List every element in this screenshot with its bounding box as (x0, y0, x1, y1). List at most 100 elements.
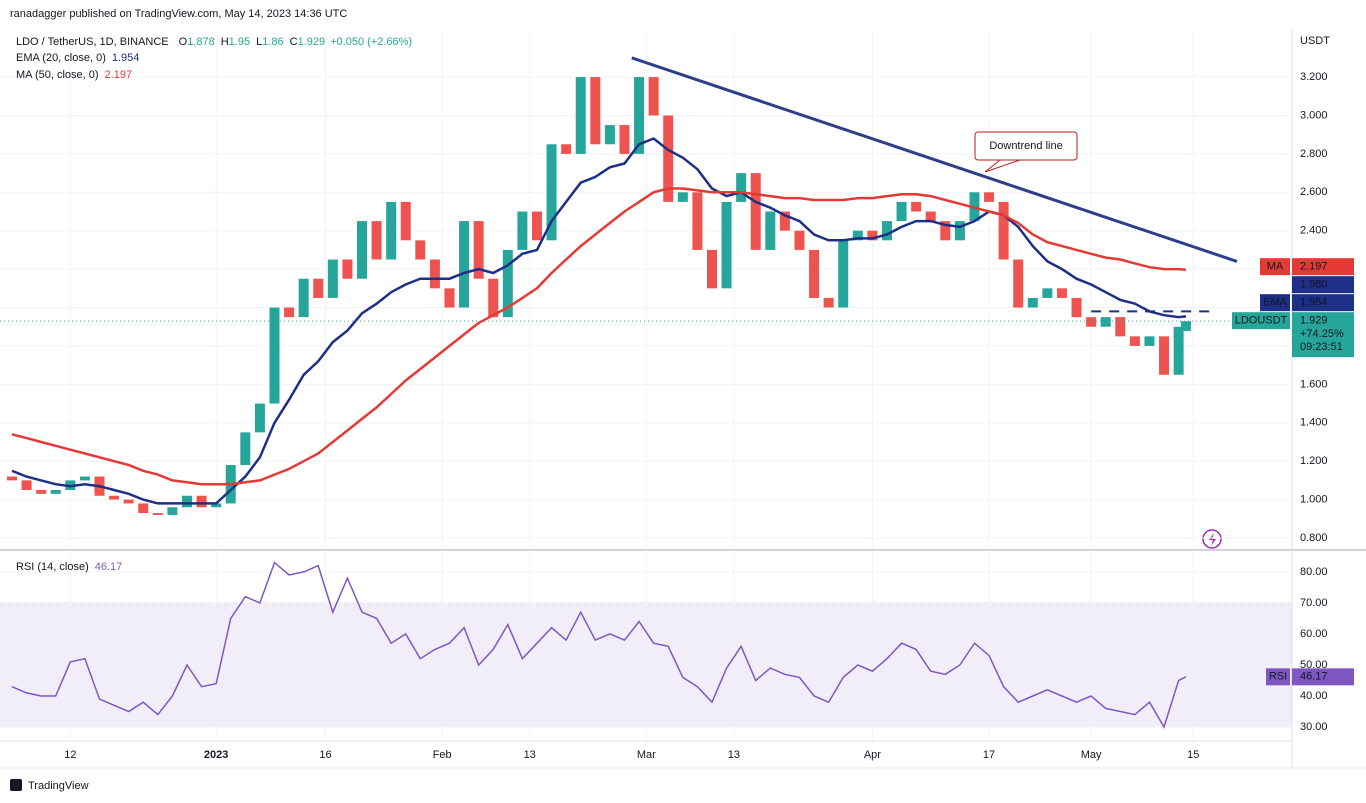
candle (386, 201, 397, 260)
annotation-box (974, 131, 1078, 161)
candle (196, 495, 207, 508)
alert-icon[interactable] (1202, 529, 1222, 549)
axis-label: 1.954 (1300, 297, 1328, 309)
y-tick-label: 2.400 (1300, 225, 1328, 237)
axis-tag-bg (1260, 294, 1290, 312)
candle (1100, 317, 1111, 327)
candle (371, 221, 382, 260)
indicator-legend: MA (50, close, 0) 2.197 (16, 69, 132, 81)
candle (881, 221, 892, 241)
candle (779, 211, 790, 231)
x-tick-label: 15 (1187, 749, 1199, 761)
symbol-title: LDO / TetherUS, 1D, BINANCE (16, 36, 169, 48)
candle (896, 201, 907, 222)
candle (1159, 336, 1170, 375)
candle (109, 495, 120, 500)
candle (356, 221, 367, 279)
candle (517, 211, 528, 250)
candle (706, 249, 717, 289)
x-tick-label: Mar (637, 749, 656, 761)
axis-label: 46.17 (1300, 671, 1328, 683)
candle (575, 77, 586, 154)
axis-label: +74.25% (1300, 328, 1344, 340)
candle (838, 240, 849, 308)
x-tick-label: May (1081, 749, 1102, 761)
candle (342, 259, 353, 279)
candle (867, 230, 878, 241)
axis-label-bg (1292, 312, 1354, 358)
candle (852, 230, 863, 241)
ohlc-value: 1.86 (262, 36, 283, 48)
candle (998, 201, 1009, 260)
indicator-name: MA (50, close, 0) (16, 69, 99, 81)
currency: USDT (1300, 35, 1330, 47)
candle (1180, 321, 1191, 331)
axis-label-bg (1292, 294, 1354, 312)
candle (940, 221, 951, 241)
candle (590, 77, 601, 145)
ohlc-prefix: C (290, 36, 298, 48)
alert-bolt (1209, 533, 1216, 546)
candle (181, 495, 192, 508)
candle (765, 211, 776, 250)
candle (1086, 317, 1097, 327)
x-tick-label: 17 (983, 749, 995, 761)
footer-text: TradingView (28, 780, 89, 792)
candle (823, 297, 834, 308)
candle (400, 201, 411, 241)
candle (692, 192, 703, 250)
candle (327, 259, 338, 298)
ohlc-prefix: L (256, 36, 262, 48)
candle (167, 507, 178, 515)
candle (211, 503, 222, 508)
axis-label-bg (1292, 258, 1354, 276)
publisher: ranadagger published on TradingView.com,… (10, 8, 347, 20)
candle (1013, 259, 1024, 308)
y-tick-label: 80.00 (1300, 566, 1328, 578)
y-tick-label: 3.000 (1300, 109, 1328, 121)
candle (1042, 288, 1053, 298)
rsi-title: RSI (14, close) (16, 561, 89, 573)
x-tick-label: 2023 (204, 749, 228, 761)
axis-tag: EMA (1263, 297, 1288, 309)
candle (954, 221, 965, 241)
candle (604, 125, 615, 145)
candle (1129, 336, 1140, 346)
rsi-line (11, 561, 1187, 729)
candle (50, 489, 61, 494)
y-tick-label: 2.800 (1300, 148, 1328, 160)
ohlc-prefix: O (179, 36, 188, 48)
candle (284, 307, 295, 318)
logo-mark (10, 779, 22, 791)
x-tick-label: 13 (728, 749, 740, 761)
candle (152, 513, 163, 515)
candle (663, 115, 674, 202)
symbol-legend: LDO / TetherUS, 1D, BINANCE O1.878 H1.95 L1… (16, 36, 412, 48)
y-tick-label: 60.00 (1300, 628, 1328, 640)
axis-label-bg (1292, 668, 1354, 686)
candle (488, 278, 499, 318)
y-tick-label: 30.00 (1300, 721, 1328, 733)
y-tick-label: 50.00 (1300, 659, 1328, 671)
candle (269, 307, 280, 404)
candle (7, 476, 17, 481)
candle (721, 201, 732, 289)
ohlc-value: 1.929 (298, 36, 326, 48)
annotation-text: Downtrend line (989, 140, 1062, 152)
candle (1173, 326, 1184, 375)
axis-tag: MA (1267, 261, 1284, 273)
candle (240, 432, 251, 466)
candle (911, 201, 922, 212)
candle (619, 125, 630, 154)
candle (254, 403, 265, 433)
indicator-name: EMA (20, close, 0) (16, 52, 106, 64)
candle (21, 480, 32, 490)
ohlc-prefix: H (221, 36, 229, 48)
y-tick-label: 3.200 (1300, 71, 1328, 83)
candle (546, 144, 557, 241)
candle (648, 77, 659, 116)
candle (298, 278, 309, 318)
x-tick-label: 12 (64, 749, 76, 761)
ohlc-change: +0.050 (+2.66%) (330, 36, 412, 48)
